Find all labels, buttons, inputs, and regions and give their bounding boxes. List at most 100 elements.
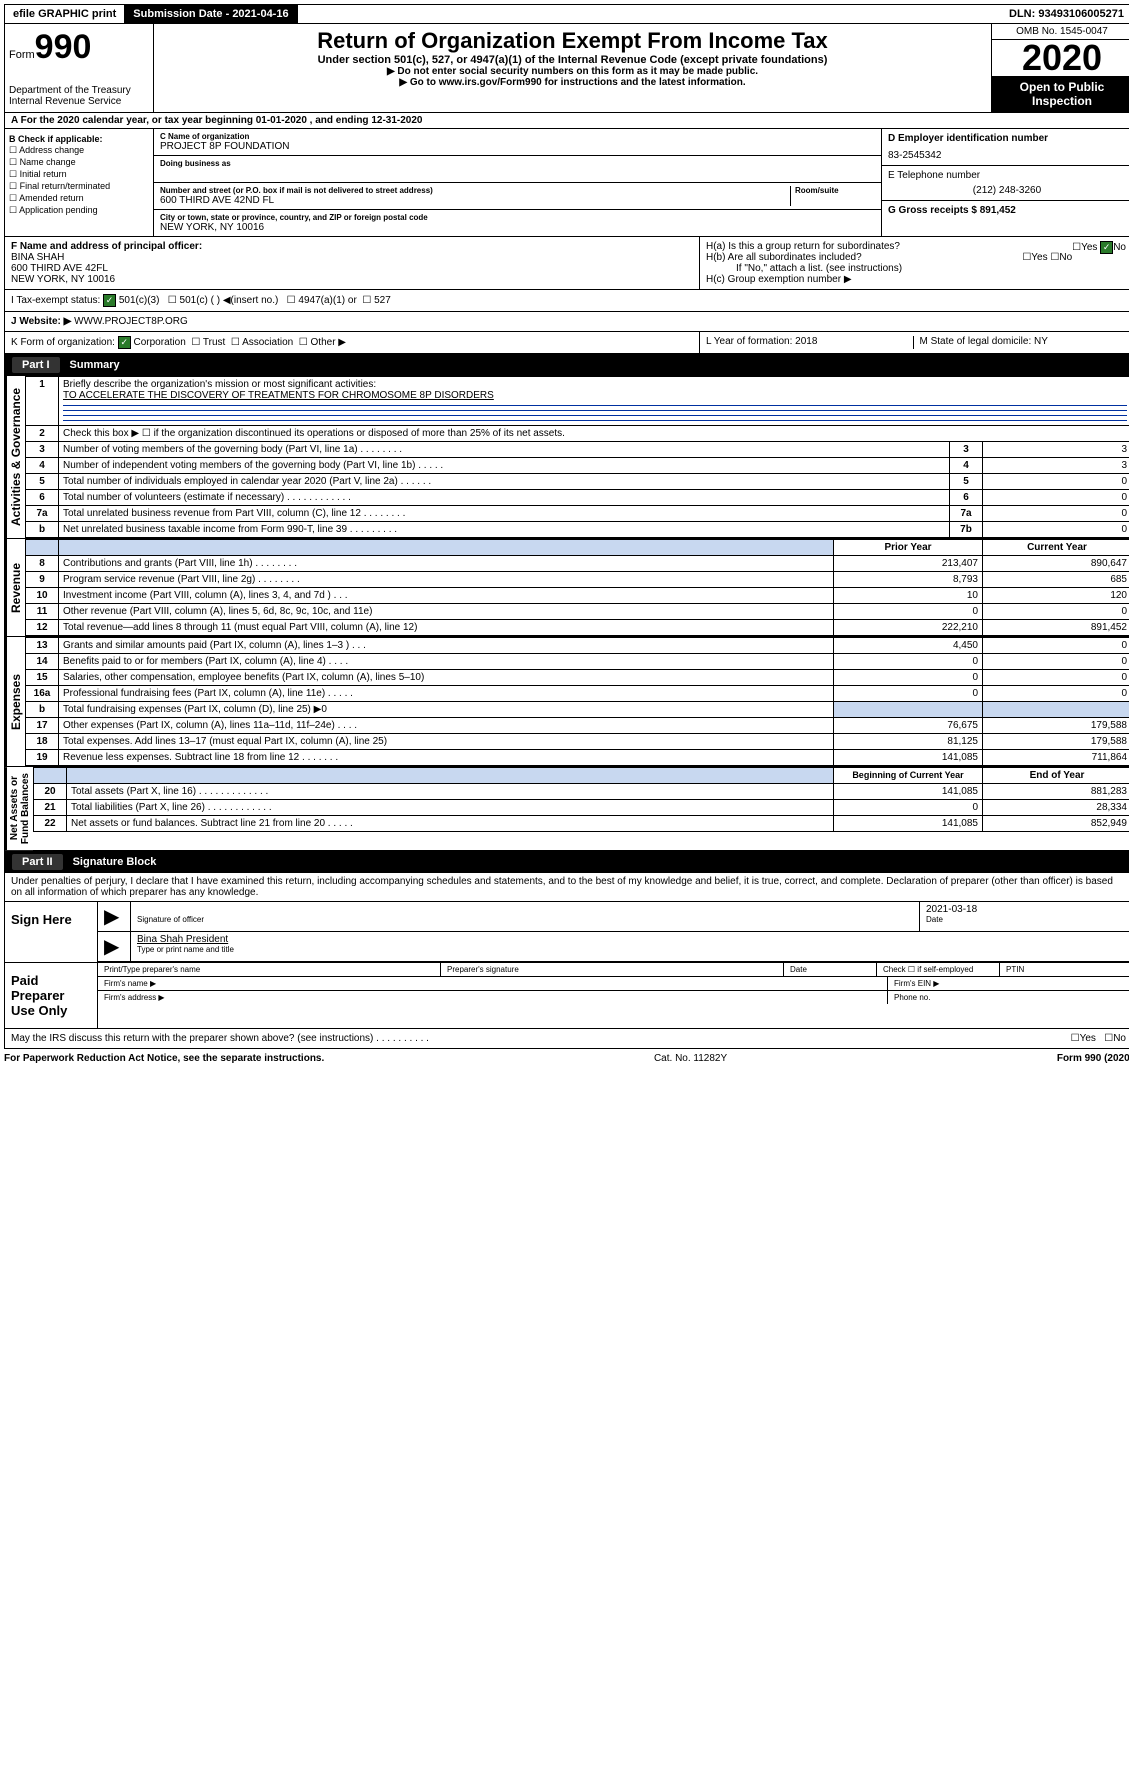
h-c: H(c) Group exemption number ▶ bbox=[706, 274, 1126, 285]
label-trust: Trust bbox=[203, 337, 225, 348]
h-a: H(a) Is this a group return for subordin… bbox=[706, 241, 1126, 252]
line-5-val: 0 bbox=[983, 474, 1129, 490]
dba-label: Doing business as bbox=[160, 159, 875, 168]
line-21-label: Total liabilities (Part X, line 26) . . … bbox=[67, 800, 834, 816]
box-b-hdr: B Check if applicable: bbox=[9, 134, 149, 144]
sig-officer-label: Signature of officer bbox=[137, 915, 913, 924]
box-d: D Employer identification number 83-2545… bbox=[882, 129, 1129, 236]
line-11-curr: 0 bbox=[983, 604, 1129, 620]
line-11-prior: 0 bbox=[834, 604, 983, 620]
h-b2: If "No," attach a list. (see instruction… bbox=[706, 263, 1126, 274]
footer: For Paperwork Reduction Act Notice, see … bbox=[4, 1049, 1129, 1068]
check-amended-return[interactable]: ☐ Amended return bbox=[9, 193, 149, 204]
officer-addr2: NEW YORK, NY 10016 bbox=[11, 274, 693, 285]
line-8-curr: 890,647 bbox=[983, 556, 1129, 572]
line-3-val: 3 bbox=[983, 442, 1129, 458]
website-value[interactable]: WWW.PROJECT8P.ORG bbox=[74, 316, 188, 327]
label-assoc: Association bbox=[242, 337, 293, 348]
check-corp[interactable]: ✓ bbox=[118, 336, 131, 349]
ptin-label: PTIN bbox=[1000, 963, 1129, 976]
firm-addr-label: Firm's address ▶ bbox=[98, 991, 888, 1004]
instr-2[interactable]: ▶ Go to www.irs.gov/Form990 for instruct… bbox=[158, 77, 987, 88]
footer-cat: Cat. No. 11282Y bbox=[654, 1053, 727, 1064]
label-501c: 501(c) ( ) ◀(insert no.) bbox=[180, 295, 279, 306]
firm-ein-label: Firm's EIN ▶ bbox=[888, 977, 1129, 990]
mission-text: TO ACCELERATE THE DISCOVERY OF TREATMENT… bbox=[63, 390, 494, 401]
open-public: Open to Public Inspection bbox=[992, 76, 1129, 112]
line-18-label: Total expenses. Add lines 13–17 (must eq… bbox=[59, 734, 834, 750]
check-initial-return[interactable]: ☐ Initial return bbox=[9, 169, 149, 180]
city-state-zip: NEW YORK, NY 10016 bbox=[160, 222, 875, 233]
line-14-label: Benefits paid to or for members (Part IX… bbox=[59, 654, 834, 670]
officer-print-name: Bina Shah President bbox=[137, 934, 228, 945]
prep-sig-label: Preparer's signature bbox=[441, 963, 784, 976]
efile-link[interactable]: efile GRAPHIC print bbox=[5, 5, 125, 23]
paid-preparer-label: Paid Preparer Use Only bbox=[5, 963, 98, 1028]
line-19-label: Revenue less expenses. Subtract line 18 … bbox=[59, 750, 834, 766]
label-501c3: 501(c)(3) bbox=[119, 295, 160, 306]
line-19-curr: 711,864 bbox=[983, 750, 1129, 766]
line-20-end: 881,283 bbox=[983, 784, 1129, 800]
line-8-label: Contributions and grants (Part VIII, lin… bbox=[59, 556, 834, 572]
ein-label: D Employer identification number bbox=[888, 133, 1126, 144]
sign-here-label: Sign Here bbox=[5, 902, 98, 962]
room-label: Room/suite bbox=[795, 186, 875, 195]
prep-name-label: Print/Type preparer's name bbox=[98, 963, 441, 976]
line-1-label: Briefly describe the organization's miss… bbox=[63, 379, 376, 390]
box-c: C Name of organization PROJECT 8P FOUNDA… bbox=[154, 129, 882, 236]
check-final-return[interactable]: ☐ Final return/terminated bbox=[9, 181, 149, 192]
side-revenue: Revenue bbox=[5, 539, 25, 636]
line-18-prior: 81,125 bbox=[834, 734, 983, 750]
line-10-curr: 120 bbox=[983, 588, 1129, 604]
check-501c3[interactable]: ✓ bbox=[103, 294, 116, 307]
line-9-curr: 685 bbox=[983, 572, 1129, 588]
penalty-text: Under penalties of perjury, I declare th… bbox=[5, 873, 1129, 902]
line-6-val: 0 bbox=[983, 490, 1129, 506]
row-i: I Tax-exempt status: ✓ 501(c)(3) ☐ 501(c… bbox=[4, 290, 1129, 312]
footer-left: For Paperwork Reduction Act Notice, see … bbox=[4, 1053, 324, 1064]
box-f-label: F Name and address of principal officer: bbox=[11, 241, 693, 252]
side-expenses: Expenses bbox=[5, 637, 25, 766]
check-address-change[interactable]: ☐ Address change bbox=[9, 145, 149, 156]
dln: DLN: 93493106005271 bbox=[1001, 5, 1129, 23]
line-4-val: 3 bbox=[983, 458, 1129, 474]
firm-name-label: Firm's name ▶ bbox=[98, 977, 888, 990]
line-18-curr: 179,588 bbox=[983, 734, 1129, 750]
form-title: Return of Organization Exempt From Incom… bbox=[158, 28, 987, 54]
line-4-label: Number of independent voting members of … bbox=[59, 458, 950, 474]
line-16a-curr: 0 bbox=[983, 686, 1129, 702]
website-label: J Website: ▶ bbox=[11, 316, 71, 327]
line-12-label: Total revenue—add lines 8 through 11 (mu… bbox=[59, 620, 834, 636]
section-expenses: Expenses 13Grants and similar amounts pa… bbox=[4, 637, 1129, 767]
line-8-prior: 213,407 bbox=[834, 556, 983, 572]
sig-date: 2021-03-18 bbox=[926, 904, 1126, 915]
info-block: B Check if applicable: ☐ Address change … bbox=[4, 129, 1129, 237]
gross-receipts: G Gross receipts $ 891,452 bbox=[888, 205, 1126, 216]
hdr-prior-year: Prior Year bbox=[834, 540, 983, 556]
line-12-curr: 891,452 bbox=[983, 620, 1129, 636]
self-employed-check[interactable]: Check ☐ if self-employed bbox=[877, 963, 1000, 976]
label-527: 527 bbox=[374, 295, 391, 306]
line-12-prior: 222,210 bbox=[834, 620, 983, 636]
part-2-header: Part II Signature Block bbox=[4, 851, 1129, 873]
line-3-label: Number of voting members of the governin… bbox=[59, 442, 950, 458]
discuss-yes[interactable]: Yes bbox=[1080, 1033, 1096, 1044]
line-16a-prior: 0 bbox=[834, 686, 983, 702]
footer-form: Form 990 (2020) bbox=[1057, 1053, 1129, 1064]
hdr-beg-year: Beginning of Current Year bbox=[834, 768, 983, 784]
line-2: Check this box ▶ ☐ if the organization d… bbox=[59, 426, 1129, 442]
section-activities: Activities & Governance 1 Briefly descri… bbox=[4, 376, 1129, 539]
check-app-pending[interactable]: ☐ Application pending bbox=[9, 205, 149, 216]
tax-status-label: I Tax-exempt status: bbox=[11, 295, 100, 306]
check-name-change[interactable]: ☐ Name change bbox=[9, 157, 149, 168]
hdr-end-year: End of Year bbox=[983, 768, 1129, 784]
line-21-end: 28,334 bbox=[983, 800, 1129, 816]
org-name: PROJECT 8P FOUNDATION bbox=[160, 141, 875, 152]
line-13-prior: 4,450 bbox=[834, 638, 983, 654]
discuss-no[interactable]: No bbox=[1113, 1033, 1126, 1044]
discuss-row: May the IRS discuss this return with the… bbox=[5, 1028, 1129, 1048]
line-21-beg: 0 bbox=[834, 800, 983, 816]
label-4947: 4947(a)(1) or bbox=[298, 295, 356, 306]
line-13-curr: 0 bbox=[983, 638, 1129, 654]
line-19-prior: 141,085 bbox=[834, 750, 983, 766]
